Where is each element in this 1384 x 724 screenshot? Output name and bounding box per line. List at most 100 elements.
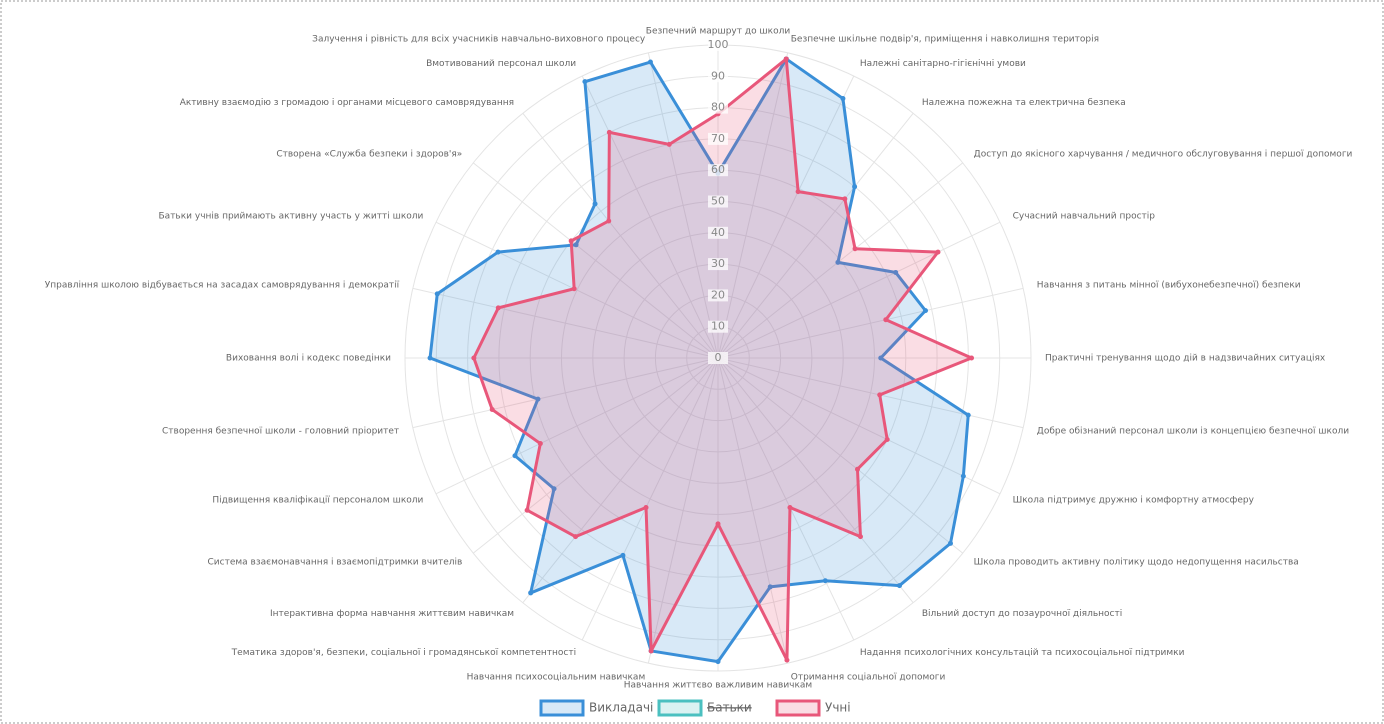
category-label: Отримання соціальної допомоги (791, 672, 946, 682)
data-point (878, 355, 884, 361)
tick-bg (708, 70, 728, 83)
r-tick-label: 100 (708, 38, 729, 51)
data-point (784, 657, 790, 663)
spoke (472, 162, 719, 359)
spoke (717, 112, 914, 359)
data-point (489, 407, 495, 413)
data-point (606, 129, 612, 135)
data-point (947, 540, 953, 546)
spoke (647, 357, 719, 664)
data-point (822, 578, 828, 584)
data-point (571, 286, 577, 292)
spoke (717, 221, 1001, 359)
data-point (877, 392, 883, 398)
category-label: Надання психологічних консультацій та пс… (860, 648, 1185, 658)
data-point (767, 584, 773, 590)
data-point (715, 659, 721, 665)
spoke (717, 357, 789, 664)
data-point (524, 507, 530, 513)
legend-label: Батьки (707, 701, 752, 715)
spoke (435, 221, 719, 359)
category-label: Залучення і рівність для всіх учасників … (312, 35, 646, 45)
legend-swatch (657, 699, 703, 717)
data-point (923, 308, 929, 314)
tick-bg (708, 258, 728, 271)
data-point (573, 242, 579, 248)
data-point (592, 201, 598, 207)
tick-bg (708, 289, 728, 302)
data-point (495, 305, 501, 311)
data-point (495, 249, 501, 255)
spoke (435, 357, 719, 495)
category-label: Школа проводить активну політику щодо не… (974, 557, 1299, 567)
data-point (969, 355, 975, 361)
category-label: Добре обізнаний персонал школи із концеп… (1037, 426, 1349, 436)
category-label: Навчання з питань мінної (вибухонебезпеч… (1037, 281, 1301, 291)
category-label: Підвищення кваліфікації персоналом школи (212, 495, 423, 505)
r-tick-label: 80 (711, 101, 725, 114)
r-tick-label: 30 (711, 257, 725, 270)
category-label: Сучасний навчальний простір (1013, 212, 1156, 222)
category-label: Вмотивований персонал школи (426, 59, 576, 69)
data-point (568, 238, 574, 244)
data-point (883, 317, 889, 323)
data-point (535, 396, 541, 402)
spoke (717, 357, 914, 604)
tick-bg (708, 320, 728, 333)
data-point (795, 189, 801, 195)
spoke (647, 52, 719, 359)
category-label: Доступ до якісного харчування / медичног… (974, 150, 1353, 160)
spoke (412, 357, 719, 429)
data-point (582, 79, 588, 85)
data-point (896, 583, 902, 589)
category-label: Навчання життєво важливим навичкам (624, 681, 812, 691)
category-label: Вільний доступ до позаурочної діяльності (922, 609, 1122, 619)
spoke (717, 357, 964, 554)
data-point (935, 249, 941, 255)
spoke (717, 162, 964, 359)
category-label: Безпечне шкільне подвір'я, приміщення і … (791, 35, 1099, 45)
category-label: Школа підтримує дружню і комфортну атмос… (1013, 495, 1255, 505)
category-label: Практичні тренування щодо дій в надзвича… (1045, 354, 1326, 364)
data-point (840, 96, 846, 102)
data-point (551, 486, 557, 492)
data-point (666, 141, 672, 147)
data-point (573, 534, 579, 540)
category-label: Система взаємонавчання і взаємопідтримки… (208, 557, 463, 567)
spoke (522, 112, 719, 359)
data-point (647, 59, 653, 65)
tick-bg (708, 195, 728, 208)
data-point (852, 246, 858, 252)
data-point (965, 412, 971, 418)
r-tick-label: 60 (711, 163, 725, 176)
data-point (648, 648, 654, 654)
category-label: Інтерактивна форма навчання життєвим нав… (270, 609, 514, 619)
r-tick-label: 20 (711, 288, 725, 301)
spoke (717, 357, 1001, 495)
data-point (960, 473, 966, 479)
tick-bg (708, 39, 728, 51)
spoke (717, 75, 855, 359)
legend-swatch (775, 699, 821, 717)
data-point (852, 184, 858, 190)
spoke (522, 357, 719, 604)
data-point (528, 590, 534, 596)
category-label: Тематика здоров'я, безпеки, соціальної і… (231, 648, 576, 658)
data-point (434, 291, 440, 297)
category-label: Належні санітарно-гігієнічні умови (860, 59, 1026, 69)
spoke (717, 287, 1024, 359)
data-point (471, 355, 477, 361)
category-label: Батьки учнів приймають активну участь у … (159, 212, 424, 222)
category-label: Створення безпечної школи - головний прі… (162, 426, 399, 436)
tick-bg (708, 164, 728, 177)
r-tick-label: 40 (711, 226, 725, 239)
r-tick-label: 0 (715, 351, 722, 364)
tick-bg (708, 101, 728, 114)
r-tick-label: 90 (711, 69, 725, 82)
data-point (854, 466, 860, 472)
tick-bg (708, 226, 728, 239)
legend-swatch (539, 699, 585, 717)
data-point (884, 436, 890, 442)
category-label: Навчання психосоціальним навичкам (467, 672, 646, 682)
category-label: Безпечний маршрут до школи (646, 27, 791, 37)
